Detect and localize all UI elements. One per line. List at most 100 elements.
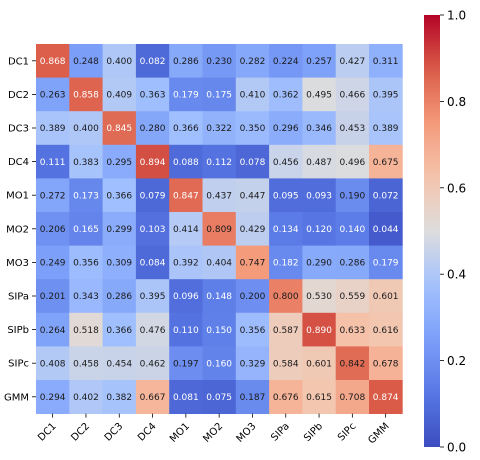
cell-value-label: 0.179: [373, 259, 399, 269]
cell-value-label: 0.286: [106, 292, 132, 302]
heatmap-cell-SIPc-MO3: [235, 346, 270, 381]
heatmap-cell-DC1-DC4: [135, 44, 170, 78]
cell-value-label: 0.311: [373, 57, 399, 67]
cell-value-label: 0.518: [73, 326, 99, 336]
cell-value-label: 0.197: [173, 359, 199, 369]
row-label-DC4: DC4: [8, 157, 29, 168]
heatmap-cell-MO2-DC4: [135, 212, 170, 246]
column-label-MO3: MO3: [235, 421, 259, 445]
cell-value-label: 0.173: [73, 191, 99, 201]
cell-value-label: 0.081: [173, 393, 199, 403]
cell-value-label: 0.408: [40, 359, 66, 369]
cell-value-label: 0.362: [273, 91, 299, 101]
cell-value-label: 0.322: [206, 124, 232, 134]
heatmap-cell-SIPa-MO3: [235, 279, 270, 314]
cell-value-label: 0.404: [206, 259, 232, 269]
cell-value-label: 0.329: [240, 359, 266, 369]
heatmap-cell-MO2-DC3: [102, 212, 137, 246]
cell-value-label: 0.072: [373, 191, 399, 201]
cell-value-label: 0.248: [73, 57, 99, 67]
cell-value-label: 0.112: [206, 158, 232, 168]
cell-value-label: 0.409: [106, 91, 132, 101]
cell-value-label: 0.282: [240, 57, 266, 67]
heatmap-cell-DC3-DC3: [102, 111, 137, 146]
row-label-MO3: MO3: [6, 258, 29, 269]
cell-value-label: 0.290: [306, 259, 332, 269]
heatmap-cell-SIPa-SIPa: [269, 279, 303, 314]
cell-value-label: 0.096: [173, 292, 199, 302]
heatmap-cell-GMM-MO1: [169, 380, 203, 414]
heatmap-cell-GMM-MO2: [202, 380, 237, 414]
cell-value-label: 0.111: [40, 158, 66, 168]
heatmap-cell-SIPc-SIPa: [269, 346, 303, 381]
cell-value-label: 0.476: [140, 326, 166, 336]
heatmap-cell-DC4-MO1: [169, 144, 203, 179]
cell-value-label: 0.187: [240, 393, 266, 403]
heatmap-cell-MO1-MO1: [169, 178, 203, 213]
heatmap-cell-MO3-MO2: [202, 245, 237, 280]
cell-value-label: 0.858: [73, 91, 99, 101]
cell-value-label: 0.414: [173, 225, 199, 235]
heatmap-cell-SIPc-DC4: [135, 346, 170, 381]
heatmap-cell-DC3-DC2: [69, 111, 103, 146]
heatmap-cell-SIPa-DC1: [36, 279, 70, 314]
cell-value-label: 0.800: [273, 292, 299, 302]
cell-value-label: 0.874: [373, 393, 399, 403]
cell-value-label: 0.120: [306, 225, 332, 235]
cell-value-label: 0.296: [273, 124, 299, 134]
heatmap-cell-MO2-MO2: [202, 212, 237, 246]
heatmap-cell-DC4-DC2: [69, 144, 103, 179]
cell-value-label: 0.294: [40, 393, 66, 403]
cell-value-label: 0.110: [173, 326, 199, 336]
heatmap-cell-SIPb-DC2: [69, 312, 103, 347]
cell-value-label: 0.530: [306, 292, 332, 302]
heatmap-cell-MO1-SIPa: [269, 178, 303, 213]
heatmap-cell-DC3-MO1: [169, 111, 203, 146]
row-label-DC2: DC2: [8, 90, 29, 101]
cell-value-label: 0.079: [140, 191, 166, 201]
cell-value-label: 0.392: [173, 259, 199, 269]
cell-value-label: 0.206: [40, 225, 66, 235]
heatmap-cell-SIPb-MO3: [235, 312, 270, 347]
heatmap-cell-MO3-DC2: [69, 245, 103, 280]
heatmap-cell-DC1-GMM: [369, 44, 403, 78]
heatmap-cell-DC4-MO2: [202, 144, 237, 179]
cell-value-label: 0.395: [140, 292, 166, 302]
cell-value-label: 0.847: [173, 191, 199, 201]
heatmap-cell-MO2-MO3: [235, 212, 270, 246]
cell-value-label: 0.044: [373, 225, 399, 235]
cell-value-label: 0.200: [240, 292, 266, 302]
cell-value-label: 0.103: [140, 225, 166, 235]
cell-value-label: 0.160: [206, 359, 232, 369]
heatmap-cell-DC4-SIPa: [269, 144, 303, 179]
column-label-SIPb: SIPb: [302, 421, 325, 444]
heatmap-cell-GMM-SIPa: [269, 380, 303, 414]
heatmap-cell-MO3-GMM: [369, 245, 403, 280]
heatmap-cell-MO3-DC3: [102, 245, 137, 280]
cell-value-label: 0.095: [273, 191, 299, 201]
heatmap-cell-DC3-SIPa: [269, 111, 303, 146]
heatmap-cell-DC3-MO3: [235, 111, 270, 146]
cell-value-label: 0.496: [339, 158, 365, 168]
cell-value-label: 0.615: [306, 393, 332, 403]
heatmap-cell-DC1-MO3: [235, 44, 270, 78]
heatmap-cell-DC2-MO3: [235, 77, 270, 112]
cell-value-label: 0.676: [273, 393, 299, 403]
colorbar-gradient: [424, 15, 440, 447]
cell-value-label: 0.633: [339, 326, 365, 336]
heatmap-cells: 0.868 0.248 0.400 0.082 0.286 0.230 0.282 0.224…: [36, 44, 403, 414]
heatmap-cell-MO1-DC4: [135, 178, 170, 213]
cell-value-label: 0.280: [140, 124, 166, 134]
heatmap-cell-DC1-MO2: [202, 44, 237, 78]
cell-value-label: 0.894: [140, 158, 166, 168]
heatmap-cell-DC2-DC4: [135, 77, 170, 112]
column-label-DC2: DC2: [69, 421, 92, 444]
heatmap-cell-MO1-SIPc: [335, 178, 370, 213]
cell-value-label: 0.487: [306, 158, 332, 168]
colorbar-tick-label: 0.4: [447, 268, 466, 282]
heatmap-cell-GMM-DC4: [135, 380, 170, 414]
heatmap-cell-SIPc-SIPc: [335, 346, 370, 381]
heatmap-cell-GMM-SIPc: [335, 380, 370, 414]
heatmap-cell-SIPa-SIPc: [335, 279, 370, 314]
heatmap-cell-MO3-DC4: [135, 245, 170, 280]
